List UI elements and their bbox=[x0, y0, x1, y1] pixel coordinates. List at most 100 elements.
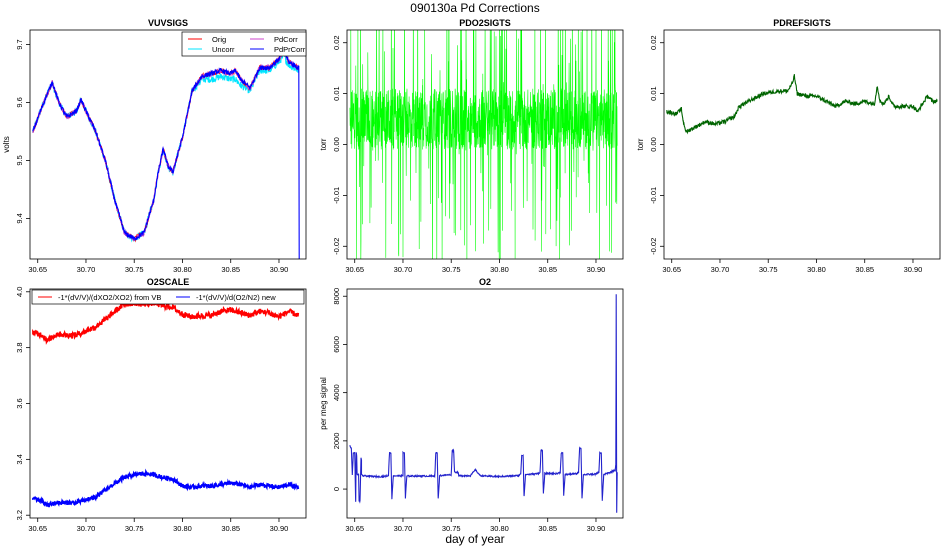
series-line-orig bbox=[32, 50, 299, 243]
series-group bbox=[32, 48, 300, 259]
x-tick-label: 30.70 bbox=[77, 265, 96, 274]
series-group bbox=[349, 294, 618, 513]
x-tick-label: 30.70 bbox=[394, 265, 413, 274]
x-tick-label: 30.85 bbox=[221, 524, 240, 533]
panel-o2scale: O2SCALE 30.65 30.70 30.75 30.80 30.85 30.90 3.2… bbox=[15, 277, 307, 533]
series-line-pdref bbox=[666, 74, 938, 135]
y-axis: -0.02 -0.01 0.00 0.01 0.02 bbox=[649, 35, 664, 255]
panel-o2: O2 per meg signal 30.65 30.70 30.75 30.80 30.8… bbox=[319, 277, 624, 533]
series-group bbox=[666, 74, 938, 135]
x-tick-label: 30.75 bbox=[125, 265, 144, 274]
y-axis-label: torr bbox=[319, 138, 328, 150]
panel-title: O2 bbox=[479, 277, 491, 287]
plot-frame bbox=[29, 288, 307, 519]
y-tick-label: -0.02 bbox=[332, 238, 341, 255]
plot-frame bbox=[663, 29, 941, 260]
y-tick-label: 0.00 bbox=[332, 137, 341, 152]
legend-box bbox=[31, 289, 305, 305]
x-tick-label: 30.65 bbox=[28, 524, 47, 533]
x-axis: 30.65 30.70 30.75 30.80 30.85 30.90 bbox=[28, 518, 288, 533]
y-axis: 9.4 9.5 9.6 9.7 bbox=[15, 39, 30, 224]
x-tick-label: 30.75 bbox=[759, 265, 778, 274]
y-axis-label: volts bbox=[2, 136, 11, 152]
y-axis: -0.02 -0.01 0.00 0.01 0.02 bbox=[332, 35, 347, 255]
x-axis: 30.65 30.70 30.75 30.80 30.85 30.90 bbox=[662, 259, 922, 274]
x-tick-label: 30.70 bbox=[77, 524, 96, 533]
plot-frame bbox=[29, 29, 307, 260]
y-tick-label: -0.02 bbox=[649, 238, 658, 255]
y-tick-label: -0.01 bbox=[332, 187, 341, 204]
legend-label-uncorr: Uncorr bbox=[212, 45, 235, 54]
x-tick-label: 30.80 bbox=[807, 265, 826, 274]
y-tick-label: 2000 bbox=[332, 433, 341, 450]
x-tick-label: 30.90 bbox=[587, 265, 606, 274]
x-tick-label: 30.85 bbox=[538, 524, 557, 533]
y-axis: 3.2 3.4 3.6 3.8 4.0 bbox=[15, 287, 30, 520]
y-tick-label: 0.02 bbox=[649, 35, 658, 50]
y-tick-label: 0 bbox=[332, 487, 341, 491]
y-tick-label: 4000 bbox=[332, 384, 341, 401]
x-tick-label: 30.80 bbox=[490, 524, 509, 533]
x-tick-label: 30.90 bbox=[904, 265, 923, 274]
series-line-o2scale_new bbox=[32, 468, 300, 508]
y-tick-label: 0.00 bbox=[649, 137, 658, 152]
x-axis: 30.65 30.70 30.75 30.80 30.85 30.90 bbox=[345, 518, 605, 533]
series-line-pdcorr bbox=[32, 48, 299, 241]
y-tick-label: 3.2 bbox=[15, 510, 24, 520]
x-tick-label: 30.80 bbox=[173, 524, 192, 533]
figure-xlabel: day of year bbox=[445, 532, 504, 546]
y-tick-label: 9.4 bbox=[15, 213, 24, 223]
x-tick-label: 30.85 bbox=[855, 265, 874, 274]
x-tick-label: 30.75 bbox=[125, 524, 144, 533]
x-tick-label: 30.75 bbox=[442, 524, 461, 533]
x-tick-label: 30.90 bbox=[587, 524, 606, 533]
x-tick-label: 30.85 bbox=[538, 265, 557, 274]
figure-title: 090130a Pd Corrections bbox=[410, 1, 539, 15]
x-tick-label: 30.80 bbox=[173, 265, 192, 274]
series-line-o2scale_vb bbox=[32, 298, 300, 345]
x-tick-label: 30.65 bbox=[662, 265, 681, 274]
x-tick-label: 30.85 bbox=[221, 265, 240, 274]
y-tick-label: 3.8 bbox=[15, 342, 24, 352]
y-tick-label: 3.4 bbox=[15, 454, 24, 464]
x-tick-label: 30.65 bbox=[28, 265, 47, 274]
legend-label-pdprcorr: PdPrCorr bbox=[274, 45, 306, 54]
series-group bbox=[32, 298, 300, 508]
x-tick-label: 30.75 bbox=[442, 265, 461, 274]
x-tick-label: 30.70 bbox=[394, 524, 413, 533]
y-axis: 0 2000 4000 6000 8000 bbox=[332, 288, 347, 491]
y-tick-label: 0.01 bbox=[649, 86, 658, 101]
x-tick-label: 30.65 bbox=[345, 265, 364, 274]
y-tick-label: 9.6 bbox=[15, 97, 24, 107]
x-tick-label: 30.70 bbox=[711, 265, 730, 274]
y-tick-label: 3.6 bbox=[15, 398, 24, 408]
series-group bbox=[349, 30, 618, 259]
y-tick-label: 0.01 bbox=[332, 86, 341, 101]
y-axis-label: per meg signal bbox=[319, 377, 328, 430]
panel-title: PDO2SIGTS bbox=[459, 18, 511, 28]
x-tick-label: 30.90 bbox=[270, 524, 289, 533]
panel-title: VUVSIGS bbox=[148, 18, 188, 28]
y-tick-label: 9.5 bbox=[15, 155, 24, 165]
x-axis: 30.65 30.70 30.75 30.80 30.85 30.90 bbox=[28, 259, 288, 274]
x-tick-label: 30.90 bbox=[270, 265, 289, 274]
x-tick-label: 30.65 bbox=[345, 524, 364, 533]
series-line-pdo2 bbox=[349, 30, 618, 259]
legend-label-o2scale_vb: -1*(dV/V)/(dXO2/XO2) from VB bbox=[58, 293, 161, 302]
y-tick-label: 9.7 bbox=[15, 39, 24, 49]
legend: -1*(dV/V)/(dXO2/XO2) from VB -1*(dV/V)/d(… bbox=[31, 289, 305, 305]
series-line-uncorr bbox=[32, 52, 299, 243]
y-tick-label: -0.01 bbox=[649, 187, 658, 204]
y-tick-label: 4.0 bbox=[15, 287, 24, 297]
legend-label-pdcorr: PdCorr bbox=[274, 35, 298, 44]
plot-frame bbox=[346, 288, 624, 519]
legend-label-orig: Orig bbox=[212, 35, 226, 44]
panel-title: PDREFSIGTS bbox=[773, 18, 831, 28]
x-axis: 30.65 30.70 30.75 30.80 30.85 30.90 bbox=[345, 259, 605, 274]
